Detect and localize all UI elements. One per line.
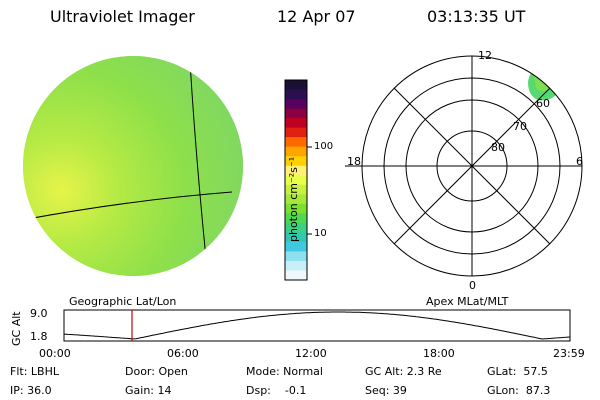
colorbar-band (285, 80, 307, 91)
left-panel-caption: Geographic Lat/Lon (69, 295, 177, 308)
altitude-curve (63, 311, 571, 340)
colorbar-band (285, 260, 307, 272)
instrument-title: Ultraviolet Imager (50, 7, 195, 26)
timeline-x-tick-0600: 06:00 (167, 347, 199, 360)
mlat-label-70: 70 (513, 120, 527, 133)
colorbar-band (285, 99, 307, 110)
colorbar-band (285, 203, 307, 214)
colorbar-band (285, 127, 307, 138)
colorbar (285, 80, 307, 281)
observation-time: 03:13:35 UT (427, 7, 526, 26)
colorbar-band (285, 89, 307, 100)
mlt-label-18: 18 (347, 155, 361, 168)
colorbar-band (285, 156, 307, 167)
colorbar-band (285, 222, 307, 233)
right-panel-caption: Apex MLat/MLT (426, 295, 509, 308)
polar-diagonal-2 (393, 87, 551, 245)
mlt-label-0: 0 (469, 279, 476, 292)
mlat-label-80: 80 (491, 141, 505, 154)
colorbar-band (285, 146, 307, 157)
timeline-y-tick-high: 9.0 (30, 307, 48, 320)
ip-field: IP: 36.0 (10, 384, 52, 397)
timeline-y-tick-low: 1.8 (30, 330, 48, 343)
timeline-x-tick-1800: 18:00 (423, 347, 455, 360)
uv-image-disc (23, 56, 243, 276)
colorbar-label-100: 100 (314, 141, 334, 152)
observation-date: 12 Apr 07 (277, 7, 356, 26)
colorbar-band (285, 270, 307, 281)
mlt-label-6: 6 (576, 155, 583, 168)
latitude-line (23, 191, 233, 221)
seq-field: Seq: 39 (365, 384, 407, 397)
colorbar-band (285, 184, 307, 195)
dsp-field: Dsp: -0.1 (246, 384, 307, 397)
colorbar-band (285, 165, 307, 176)
colorbar-band (285, 118, 307, 129)
mlat-label-60: 60 (536, 97, 550, 110)
colorbar-unit-label: photon cm⁻²s⁻¹ (287, 156, 300, 242)
timeline-x-tick-1200: 12:00 (295, 347, 327, 360)
mode-field: Mode: Normal (246, 365, 323, 378)
glat-field: GLat: 57.5 (487, 365, 548, 378)
timeline-x-tick-2359: 23:59 (553, 347, 585, 360)
glon-field: GLon: 87.3 (487, 384, 551, 397)
colorbar-band (285, 251, 307, 262)
altitude-timeline (63, 309, 571, 342)
gain-field: Gain: 14 (125, 384, 172, 397)
colorbar-band (285, 137, 307, 148)
colorbar-band (285, 108, 307, 119)
mlt-label-12: 12 (478, 49, 492, 62)
colorbar-band (285, 232, 307, 243)
filter-field: Flt: LBHL (10, 365, 59, 378)
gc-alt-field: GC Alt: 2.3 Re (365, 365, 442, 378)
longitude-line (189, 61, 208, 269)
polar-plot (345, 55, 583, 277)
timeline-y-label: GC Alt (10, 311, 23, 346)
colorbar-band (285, 175, 307, 186)
colorbar-band (285, 194, 307, 205)
colorbar-label-10: 10 (314, 228, 327, 239)
door-field: Door: Open (125, 365, 188, 378)
timeline-x-tick-0000: 00:00 (39, 347, 71, 360)
colorbar-band (285, 241, 307, 253)
colorbar-band (285, 213, 307, 224)
colorbar-frame (284, 79, 308, 281)
timeline-frame (63, 309, 571, 342)
